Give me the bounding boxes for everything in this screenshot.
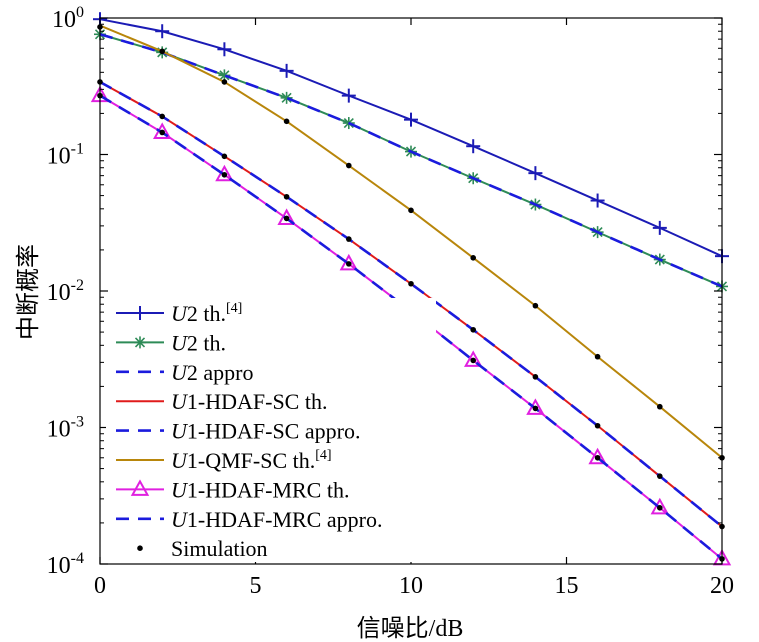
legend-entry-u1qmf: U1-QMF-SC th.[4] bbox=[116, 448, 332, 473]
simulation-point bbox=[532, 405, 539, 412]
legend-label-u2appro: U2 appro bbox=[171, 360, 253, 385]
simulation-point bbox=[470, 255, 477, 261]
legend-entry-u1scth: U1-HDAF-SC th. bbox=[116, 389, 327, 414]
legend-label-u2th4: U2 th.[4] bbox=[171, 301, 242, 326]
y-tick-label: 10-3 bbox=[47, 414, 84, 443]
y-tick-label: 10-4 bbox=[47, 550, 84, 579]
simulation-point bbox=[532, 302, 539, 309]
simulation-point bbox=[657, 473, 663, 479]
legend-label-u1mrcth: U1-HDAF-MRC th. bbox=[171, 477, 349, 502]
series-u2appro bbox=[99, 33, 723, 288]
legend-entry-u1mrcth: U1-HDAF-MRC th. bbox=[116, 477, 349, 502]
star-marker-stroke bbox=[134, 337, 146, 348]
legend-label-sim: Simulation bbox=[171, 536, 268, 561]
simulation-point bbox=[159, 129, 165, 136]
triangle-marker bbox=[650, 497, 669, 515]
simulation-point bbox=[594, 422, 601, 429]
x-tick-label: 20 bbox=[710, 573, 734, 599]
star-marker-stroke bbox=[281, 92, 292, 103]
plus-marker bbox=[279, 63, 294, 78]
y-tick-label: 10-2 bbox=[47, 277, 84, 306]
legend-label-u1mrcappro: U1-HDAF-MRC appro. bbox=[171, 507, 382, 532]
legend-label-u2th: U2 th. bbox=[171, 330, 226, 355]
legend: U2 th.[4] U2 th. U2 appro U1-HDAF-SC th. U1-… bbox=[106, 298, 436, 562]
plus-marker bbox=[652, 220, 667, 235]
series-u1scappro bbox=[99, 80, 723, 528]
legend-entry-u1scappro: U1-HDAF-SC appro. bbox=[116, 419, 360, 444]
star-marker bbox=[280, 91, 293, 104]
simulation-point bbox=[346, 261, 352, 267]
legend-entry-u2appro: U2 appro bbox=[116, 360, 253, 385]
simulation-point bbox=[159, 48, 165, 55]
series-u2th4 bbox=[93, 12, 729, 264]
simulation-point bbox=[221, 172, 228, 178]
simulation-point bbox=[657, 403, 663, 410]
simulation-point bbox=[470, 326, 477, 333]
simulation-point bbox=[470, 357, 477, 364]
simulation-point bbox=[346, 236, 352, 242]
simulation-point bbox=[283, 215, 290, 222]
plus-marker bbox=[341, 88, 356, 103]
legend-label-u1scth: U1-HDAF-SC th. bbox=[171, 389, 327, 414]
simulation-point bbox=[408, 207, 414, 214]
series-line-u2th bbox=[99, 33, 723, 288]
star-marker bbox=[134, 336, 146, 349]
y-axis-label: 中断概率 bbox=[15, 244, 42, 340]
triangle-marker bbox=[277, 208, 296, 225]
legend-entry-sim: Simulation bbox=[137, 536, 268, 561]
legend-entry-u2th4: U2 th.[4] bbox=[116, 301, 242, 326]
y-tick-label: 100 bbox=[52, 4, 84, 33]
simulation-point bbox=[408, 280, 414, 287]
plus-marker bbox=[404, 112, 418, 127]
y-tick-label: 10-1 bbox=[47, 141, 84, 170]
legend-entry-u1mrcappro: U1-HDAF-MRC appro. bbox=[116, 507, 382, 532]
x-tick-label: 10 bbox=[399, 573, 423, 599]
x-axis-label: 信噪比/dB bbox=[357, 615, 464, 642]
legend-label-u1scappro: U1-HDAF-SC appro. bbox=[171, 419, 360, 444]
star-marker-stroke bbox=[219, 70, 230, 81]
simulation-point bbox=[532, 374, 539, 380]
simulation-point bbox=[221, 79, 228, 85]
star-marker bbox=[218, 69, 231, 82]
series-line-u1scappro bbox=[99, 80, 723, 528]
simulation-point bbox=[283, 193, 290, 200]
plus-marker bbox=[133, 306, 147, 320]
plus-marker bbox=[466, 139, 481, 154]
plus-marker bbox=[528, 166, 543, 181]
triangle-marker bbox=[130, 479, 150, 496]
simulation-point bbox=[594, 353, 601, 360]
plus-marker bbox=[217, 42, 232, 57]
simulation-point bbox=[657, 505, 663, 511]
legend-label-u1qmf: U1-QMF-SC th.[4] bbox=[171, 448, 332, 473]
plus-marker bbox=[155, 24, 170, 39]
x-tick-label: 0 bbox=[94, 573, 106, 599]
series-line-u2th4 bbox=[99, 18, 723, 258]
series-line-u2appro bbox=[99, 33, 723, 288]
simulation-point bbox=[137, 545, 143, 551]
simulation-point bbox=[159, 113, 165, 120]
legend-entry-u2th: U2 th. bbox=[116, 330, 226, 355]
plus-marker bbox=[590, 193, 605, 208]
simulation-point bbox=[221, 153, 228, 160]
series-u2th bbox=[94, 28, 728, 293]
simulation-point bbox=[346, 162, 352, 169]
simulation-point bbox=[594, 454, 601, 461]
triangle-marker bbox=[464, 350, 483, 367]
triangle-marker bbox=[588, 447, 607, 465]
x-tick-label: 5 bbox=[250, 573, 262, 599]
x-tick-label: 15 bbox=[555, 573, 579, 599]
simulation-point bbox=[283, 118, 290, 125]
